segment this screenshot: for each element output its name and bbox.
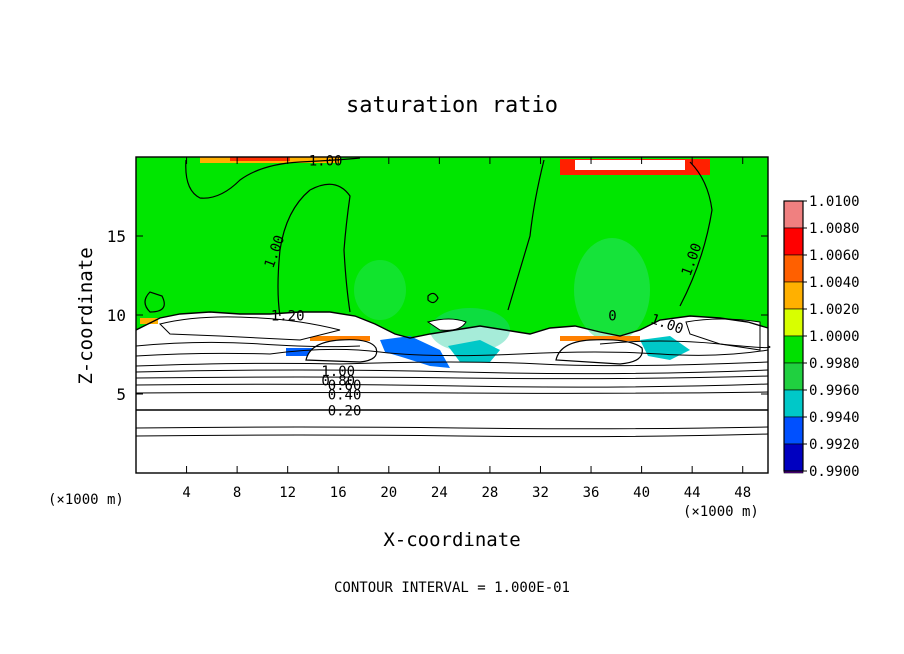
colorbar-swatch <box>783 254 804 283</box>
supersaturated-band <box>230 157 290 161</box>
contour-label: 1.00 <box>321 364 355 380</box>
cloud-region <box>685 318 761 351</box>
y-tick-label: 5 <box>116 385 126 404</box>
contour-label: 0.40 <box>328 388 362 404</box>
x-unit-left: (×1000 m) <box>48 492 124 508</box>
x-tick-label: 16 <box>330 485 347 501</box>
saturated-region <box>136 157 768 338</box>
colorbar-label: 1.0000 <box>809 329 860 345</box>
cloud-region <box>426 318 467 331</box>
contour-label: 0.60 <box>328 378 362 394</box>
subsaturated-patch <box>448 340 500 362</box>
x-tick-label: 20 <box>380 485 397 501</box>
subsaturated-patch <box>286 348 316 356</box>
edge-highlight <box>310 336 370 341</box>
plume <box>354 260 406 320</box>
contour-label: 0 <box>608 309 616 325</box>
colorbar: 1.0100 1.0080 1.0060 1.0040 1.0020 1.0000 0.99… <box>783 194 860 480</box>
colorbar-swatch <box>783 335 804 364</box>
colorbar-swatch <box>783 308 804 337</box>
contour-label: 0.20 <box>328 403 362 419</box>
colorbar-label: 1.0060 <box>809 248 860 264</box>
subsaturated-patch <box>380 336 450 368</box>
colorbar-label: 1.0100 <box>809 194 860 210</box>
edge-highlight <box>140 318 158 324</box>
x-tick-label: 12 <box>279 485 296 501</box>
x-tick-label: 48 <box>734 485 751 501</box>
contour-interval-note: CONTOUR INTERVAL = 1.000E-01 <box>334 580 570 596</box>
cloud-region <box>159 316 341 341</box>
x-tick-label: 32 <box>532 485 549 501</box>
colorbar-swatch <box>783 362 804 391</box>
colorbar-swatch <box>783 443 804 472</box>
plume <box>574 238 650 342</box>
colorbar-swatch <box>783 200 804 229</box>
contour-lines <box>135 157 771 438</box>
colorbar-swatch <box>783 389 804 418</box>
x-tick-label: 24 <box>431 485 448 501</box>
contour-label: 1.20 <box>271 309 305 325</box>
chart-title: saturation ratio <box>346 93 558 118</box>
colorbar-label: 1.0020 <box>809 302 860 318</box>
contour-label: 0.80 <box>321 373 355 389</box>
x-tick-label: 28 <box>481 485 498 501</box>
colorbar-label: 0.9960 <box>809 383 860 399</box>
x-unit-right: (×1000 m) <box>683 504 759 520</box>
colorbar-swatch <box>783 416 804 445</box>
y-tick-label: 15 <box>107 227 126 246</box>
plot-area <box>135 157 771 473</box>
contour-label: 1.00 <box>309 154 343 170</box>
colorbar-label: 0.9900 <box>809 464 860 480</box>
y-axis-label: Z-coordinate <box>75 247 97 384</box>
cloud-region <box>305 339 378 363</box>
x-tick-label: 36 <box>583 485 600 501</box>
supersaturated-band <box>575 160 685 170</box>
edge-highlight <box>560 336 640 341</box>
colorbar-swatch <box>783 227 804 256</box>
x-axis-label: X-coordinate <box>383 529 520 551</box>
y-tick-label: 10 <box>107 306 126 325</box>
x-axis: 4 8 12 16 20 24 28 32 36 40 44 48 <box>182 157 751 501</box>
colorbar-label: 0.9920 <box>809 437 860 453</box>
x-tick-label: 44 <box>684 485 701 501</box>
x-tick-label: 4 <box>182 485 190 501</box>
x-tick-label: 8 <box>233 485 241 501</box>
colorbar-label: 0.9980 <box>809 356 860 372</box>
colorbar-label: 0.9940 <box>809 410 860 426</box>
colorbar-label: 1.0080 <box>809 221 860 237</box>
x-tick-label: 40 <box>633 485 650 501</box>
colorbar-swatch <box>783 281 804 310</box>
colorbar-label: 1.0040 <box>809 275 860 291</box>
y-axis: 5 10 15 <box>107 227 768 404</box>
